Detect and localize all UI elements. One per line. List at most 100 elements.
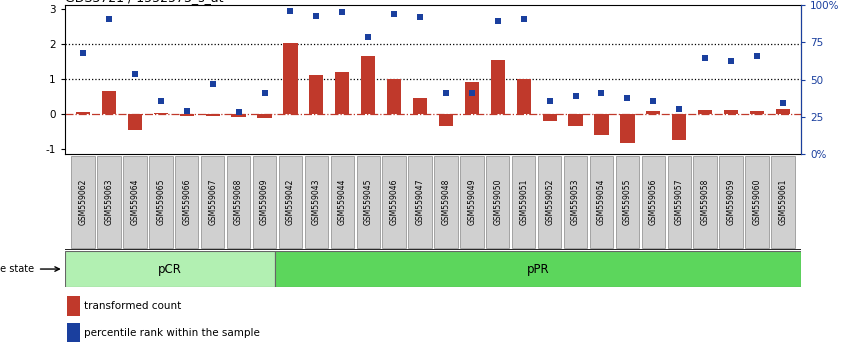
Bar <box>698 110 712 114</box>
Bar <box>776 109 790 114</box>
Text: GSM559042: GSM559042 <box>286 178 295 225</box>
Text: GSM559055: GSM559055 <box>623 178 632 225</box>
Point <box>672 106 686 112</box>
Text: GDS3721 / 1552573_s_at: GDS3721 / 1552573_s_at <box>65 0 223 4</box>
FancyBboxPatch shape <box>668 156 691 248</box>
Bar <box>231 114 246 116</box>
Text: GSM559050: GSM559050 <box>494 178 502 225</box>
FancyBboxPatch shape <box>383 156 406 248</box>
FancyBboxPatch shape <box>305 156 328 248</box>
Text: GSM559053: GSM559053 <box>571 178 580 225</box>
Point <box>128 71 142 77</box>
FancyBboxPatch shape <box>564 156 587 248</box>
FancyBboxPatch shape <box>512 156 535 248</box>
Bar <box>672 114 687 140</box>
Text: transformed count: transformed count <box>84 301 181 311</box>
Point <box>517 17 531 22</box>
FancyBboxPatch shape <box>253 156 276 248</box>
Text: GSM559065: GSM559065 <box>157 178 165 225</box>
Text: pPR: pPR <box>527 263 549 275</box>
Text: pCR: pCR <box>158 263 182 275</box>
Point <box>283 8 297 14</box>
FancyBboxPatch shape <box>149 156 172 248</box>
Point <box>595 90 609 96</box>
Text: GSM559045: GSM559045 <box>364 178 372 225</box>
Point <box>387 11 401 17</box>
Point <box>361 34 375 40</box>
Point <box>206 81 220 87</box>
Bar <box>68 296 81 316</box>
Bar <box>517 79 531 114</box>
Point <box>491 18 505 24</box>
Point <box>309 13 323 19</box>
Bar <box>102 91 116 114</box>
Point <box>413 15 427 20</box>
FancyBboxPatch shape <box>772 156 795 248</box>
FancyBboxPatch shape <box>460 156 483 248</box>
Point <box>180 108 194 113</box>
Bar <box>568 114 583 126</box>
Text: GSM559066: GSM559066 <box>182 178 191 225</box>
Point <box>335 9 349 15</box>
FancyBboxPatch shape <box>694 156 717 248</box>
FancyBboxPatch shape <box>409 156 432 248</box>
Point <box>646 98 660 104</box>
Bar <box>335 72 349 114</box>
Text: percentile rank within the sample: percentile rank within the sample <box>84 328 260 338</box>
Point <box>439 90 453 96</box>
Text: GSM559057: GSM559057 <box>675 178 684 225</box>
FancyBboxPatch shape <box>642 156 665 248</box>
Text: GSM559048: GSM559048 <box>442 178 450 225</box>
Bar <box>257 114 272 118</box>
FancyBboxPatch shape <box>434 156 457 248</box>
Bar <box>491 59 505 114</box>
FancyBboxPatch shape <box>720 156 743 248</box>
Bar <box>128 114 142 130</box>
Bar <box>620 114 635 143</box>
Text: GSM559052: GSM559052 <box>545 178 554 225</box>
FancyBboxPatch shape <box>331 156 354 248</box>
Bar <box>594 114 609 136</box>
Bar <box>309 75 324 114</box>
Bar <box>465 82 479 114</box>
Text: GSM559060: GSM559060 <box>753 178 761 225</box>
Bar <box>68 322 81 342</box>
FancyBboxPatch shape <box>201 156 224 248</box>
FancyBboxPatch shape <box>590 156 613 248</box>
Bar <box>283 43 298 114</box>
Point <box>257 90 271 96</box>
Bar <box>154 113 168 114</box>
Text: GSM559046: GSM559046 <box>390 178 398 225</box>
Text: GSM559069: GSM559069 <box>260 178 269 225</box>
Text: GSM559043: GSM559043 <box>312 178 321 225</box>
Bar <box>76 112 90 114</box>
Text: GSM559054: GSM559054 <box>597 178 606 225</box>
Text: GSM559062: GSM559062 <box>79 178 87 225</box>
FancyBboxPatch shape <box>746 156 769 248</box>
Point <box>776 101 790 106</box>
Bar <box>275 251 801 287</box>
Bar <box>439 114 453 126</box>
FancyBboxPatch shape <box>175 156 198 248</box>
Bar <box>750 111 764 114</box>
Bar <box>179 114 194 115</box>
Bar <box>205 114 220 115</box>
Text: GSM559047: GSM559047 <box>416 178 424 225</box>
Text: GSM559063: GSM559063 <box>105 178 113 225</box>
Point <box>232 109 246 114</box>
FancyBboxPatch shape <box>616 156 639 248</box>
Text: GSM559044: GSM559044 <box>338 178 346 225</box>
FancyBboxPatch shape <box>123 156 146 248</box>
Bar <box>724 110 738 114</box>
FancyBboxPatch shape <box>357 156 380 248</box>
Text: GSM559051: GSM559051 <box>520 178 528 225</box>
Point <box>750 53 764 59</box>
Bar <box>361 56 375 114</box>
FancyBboxPatch shape <box>538 156 561 248</box>
Text: GSM559061: GSM559061 <box>779 178 787 225</box>
Point <box>620 95 634 101</box>
Point <box>465 90 479 96</box>
Text: GSM559058: GSM559058 <box>701 178 709 225</box>
Bar <box>65 251 275 287</box>
Text: GSM559064: GSM559064 <box>131 178 139 225</box>
